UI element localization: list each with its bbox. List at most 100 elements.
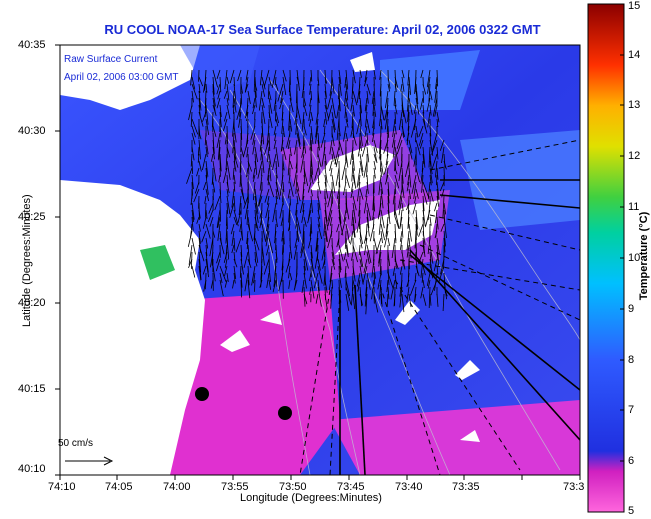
current-vector xyxy=(196,167,200,177)
current-vector xyxy=(373,167,376,179)
current-vector xyxy=(317,195,321,211)
current-vector xyxy=(198,139,201,160)
current-vector xyxy=(359,293,363,306)
current-vector xyxy=(418,132,424,146)
current-vector xyxy=(443,230,446,247)
radar-range-lines xyxy=(339,179,580,475)
current-vector xyxy=(212,69,218,88)
colorbar-tick-label: 6 xyxy=(628,455,635,467)
current-vector xyxy=(198,97,201,108)
current-vector xyxy=(415,216,418,236)
current-vector xyxy=(247,258,252,269)
current-vector xyxy=(345,69,349,90)
current-vector xyxy=(272,153,277,171)
current-vector xyxy=(254,153,258,175)
current-vector xyxy=(296,125,301,145)
current-vector xyxy=(205,237,209,249)
current-vector xyxy=(191,76,196,90)
current-vector xyxy=(210,251,214,268)
current-vector xyxy=(408,167,412,188)
current-vector xyxy=(412,202,417,215)
current-vector xyxy=(219,167,221,177)
current-vector xyxy=(331,153,334,162)
current-vector xyxy=(268,279,272,290)
current-vector xyxy=(366,272,371,290)
current-vector xyxy=(351,251,354,261)
current-vector xyxy=(191,90,194,103)
current-vector xyxy=(191,83,198,100)
current-vector xyxy=(233,265,237,280)
current-vector xyxy=(324,174,327,187)
current-vector xyxy=(387,237,390,246)
current-vector xyxy=(233,97,237,113)
current-vector xyxy=(302,223,305,245)
current-vector xyxy=(394,209,400,228)
current-vector xyxy=(198,223,201,232)
current-vector xyxy=(372,188,375,211)
current-vector xyxy=(194,181,200,194)
current-vector xyxy=(219,279,224,297)
current-vector xyxy=(390,279,396,300)
current-vector xyxy=(307,209,312,224)
current-vector xyxy=(233,83,237,105)
current-vector xyxy=(366,216,370,237)
current-vector xyxy=(226,160,231,180)
current-vector xyxy=(285,258,291,273)
current-vector xyxy=(415,188,419,199)
current-vector xyxy=(267,83,270,99)
current-vector xyxy=(436,118,439,128)
current-vector xyxy=(254,195,259,214)
current-vector xyxy=(426,272,431,286)
current-vector xyxy=(263,258,270,275)
current-vector xyxy=(429,251,432,262)
current-vector xyxy=(406,286,410,303)
current-vector xyxy=(310,153,314,175)
current-vector xyxy=(254,258,258,267)
current-vector xyxy=(196,216,200,224)
current-vector xyxy=(363,230,368,244)
current-vector xyxy=(426,69,431,88)
current-vector xyxy=(247,279,251,299)
current-vector xyxy=(277,83,284,102)
current-vector xyxy=(289,195,291,206)
current-vector xyxy=(280,139,284,152)
current-vector xyxy=(314,251,319,269)
current-vector xyxy=(281,258,284,271)
current-vector xyxy=(315,111,319,125)
current-vector xyxy=(359,258,362,267)
current-vector xyxy=(373,202,376,212)
current-vector xyxy=(371,258,375,278)
current-vector xyxy=(392,118,396,138)
current-vector xyxy=(226,83,230,101)
current-vector xyxy=(419,139,424,149)
current-vector xyxy=(409,279,417,296)
current-vector xyxy=(303,265,306,275)
current-vector xyxy=(436,111,440,123)
current-vector xyxy=(379,258,382,274)
current-vector xyxy=(392,265,396,276)
current-vector xyxy=(261,244,265,266)
current-vector xyxy=(331,279,333,289)
current-vector xyxy=(394,181,396,195)
current-vector xyxy=(310,188,313,197)
bathymetry-contours xyxy=(199,69,580,475)
current-vector xyxy=(310,69,313,82)
current-vector xyxy=(345,223,350,244)
current-vector xyxy=(198,265,202,281)
current-vector xyxy=(187,230,193,247)
current-vector xyxy=(359,230,363,245)
current-vector xyxy=(309,230,312,240)
current-vector xyxy=(385,90,389,109)
current-vector xyxy=(422,293,427,306)
current-vector xyxy=(439,139,445,151)
current-vector xyxy=(338,90,341,112)
current-vector xyxy=(296,132,301,150)
current-vector xyxy=(359,265,364,285)
current-vector xyxy=(315,293,319,304)
current-vector xyxy=(204,195,207,204)
current-vector xyxy=(247,244,251,265)
current-vector xyxy=(317,286,322,307)
current-vector xyxy=(203,76,207,93)
current-vector xyxy=(329,265,333,283)
current-vector xyxy=(359,125,363,147)
